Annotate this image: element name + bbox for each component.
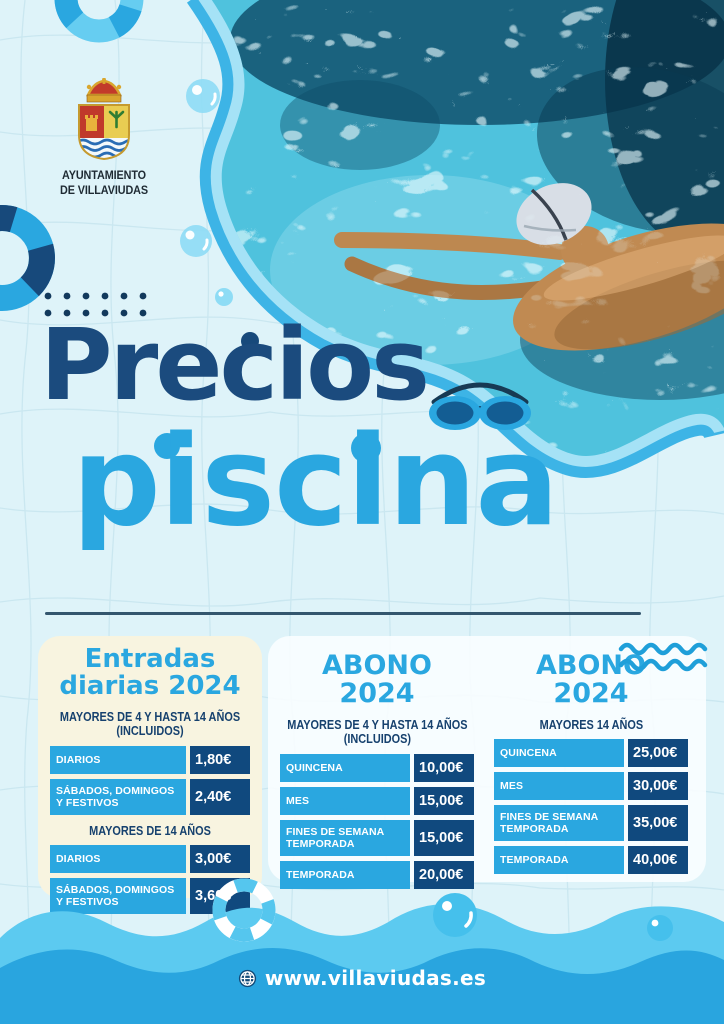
lifesaver-ring-icon [212,878,276,942]
price-value: 15,00€ [414,819,474,856]
poster-title-precios: Precios [40,308,430,423]
swim-goggles-icon [429,382,531,430]
concept-label: FINES DE SEMANA TEMPORADA [494,805,624,842]
price-row: DIARIOS 3,00€ [50,845,250,874]
price-value: 35,00€ [628,805,688,842]
price-value: 10,00€ [414,753,474,782]
price-row: DIARIOS 1,80€ [50,745,250,774]
waves-squiggle-icon [618,642,708,672]
price-row: QUINCENA 10,00€ [280,753,474,782]
concept-label: DIARIOS [50,845,186,874]
website-link: www.villaviudas.es [264,966,487,990]
price-value: 25,00€ [628,739,688,768]
photo-border-inner [198,0,724,467]
price-table-entradas: Entradas diarias 2024 MAYORES DE 4 Y HAS… [50,644,250,919]
bubble-icon [186,79,220,113]
price-row: SÁBADOS, DOMINGOS Y FESTIVOS 2,40€ [50,778,250,815]
dots-pattern [44,292,147,317]
price-row: QUINCENA 25,00€ [494,739,688,768]
age-group-subtitle: MAYORES DE 4 Y HASTA 14 AÑOS (INCLUIDOS) [286,716,468,747]
pool-swimmer-photo [186,0,724,478]
price-value: 15,00€ [414,786,474,815]
globe-icon [238,969,257,987]
price-value: 2,40€ [190,778,250,815]
price-row: MES 15,00€ [280,786,474,815]
bubble-icon [215,288,233,306]
price-row: SÁBADOS, DOMINGOS Y FESTIVOS 3,60€ [50,878,250,915]
concept-label: MES [494,772,624,801]
front-wave [0,948,724,1024]
price-value: 40,00€ [628,846,688,875]
blue-dot [154,433,180,459]
price-value: 30,00€ [628,772,688,801]
concept-label: SÁBADOS, DOMINGOS Y FESTIVOS [50,878,186,915]
price-value: 3,00€ [190,845,250,874]
municipality-logo: AYUNTAMIENTO DE VILLAVIUDAS [34,78,174,199]
table-title: Entradas diarias 2024 [59,644,241,702]
poster-title-piscina: piscina [72,410,559,554]
concept-label: TEMPORADA [280,860,410,889]
concept-label: SÁBADOS, DOMINGOS Y FESTIVOS [50,778,186,815]
price-row: MES 30,00€ [494,772,688,801]
concept-label: QUINCENA [280,753,410,782]
table-title: ABONO 2024 [322,650,432,710]
bottom-waves [0,878,724,1024]
villaviudas-coat-of-arms [78,78,130,161]
price-row: TEMPORADA 40,00€ [494,846,688,875]
price-table-abono-kids: ABONO 2024 MAYORES DE 4 Y HASTA 14 AÑOS … [280,648,474,894]
lifesaver-ring-icon [0,205,55,311]
price-table-abono-adults: ABONO 2024 MAYORES 14 AÑOS QUINCENA 25,00€… [494,648,688,879]
municipality-name-line1: AYUNTAMIENTO [62,170,146,182]
municipality-name-line2: DE VILLAVIUDAS [60,184,148,197]
navy-dot [241,332,259,350]
price-row: FINES DE SEMANA TEMPORADA 15,00€ [280,819,474,856]
price-row: FINES DE SEMANA TEMPORADA 35,00€ [494,805,688,842]
bubble-icon [647,915,673,941]
bubble-icon [433,893,477,937]
age-group-subtitle: MAYORES DE 4 Y HASTA 14 AÑOS (INCLUIDOS) [59,708,241,739]
footer: www.villaviudas.es [0,966,724,990]
age-group-subtitle: MAYORES DE 14 AÑOS [89,822,211,838]
price-row: TEMPORADA 20,00€ [280,860,474,889]
concept-label: QUINCENA [494,739,624,768]
concept-label: TEMPORADA [494,846,624,875]
divider-line [45,612,641,615]
bubble-icon [180,225,212,257]
concept-label: MES [280,786,410,815]
blue-dot [351,433,381,463]
age-group-subtitle: MAYORES 14 AÑOS [539,716,643,732]
price-value: 1,80€ [190,745,250,774]
concept-label: FINES DE SEMANA TEMPORADA [280,819,410,856]
lifesaver-ring-icon [54,0,144,43]
concept-label: DIARIOS [50,745,186,774]
table-title: ABONO 2024 [536,650,646,710]
price-value: 20,00€ [414,860,474,889]
